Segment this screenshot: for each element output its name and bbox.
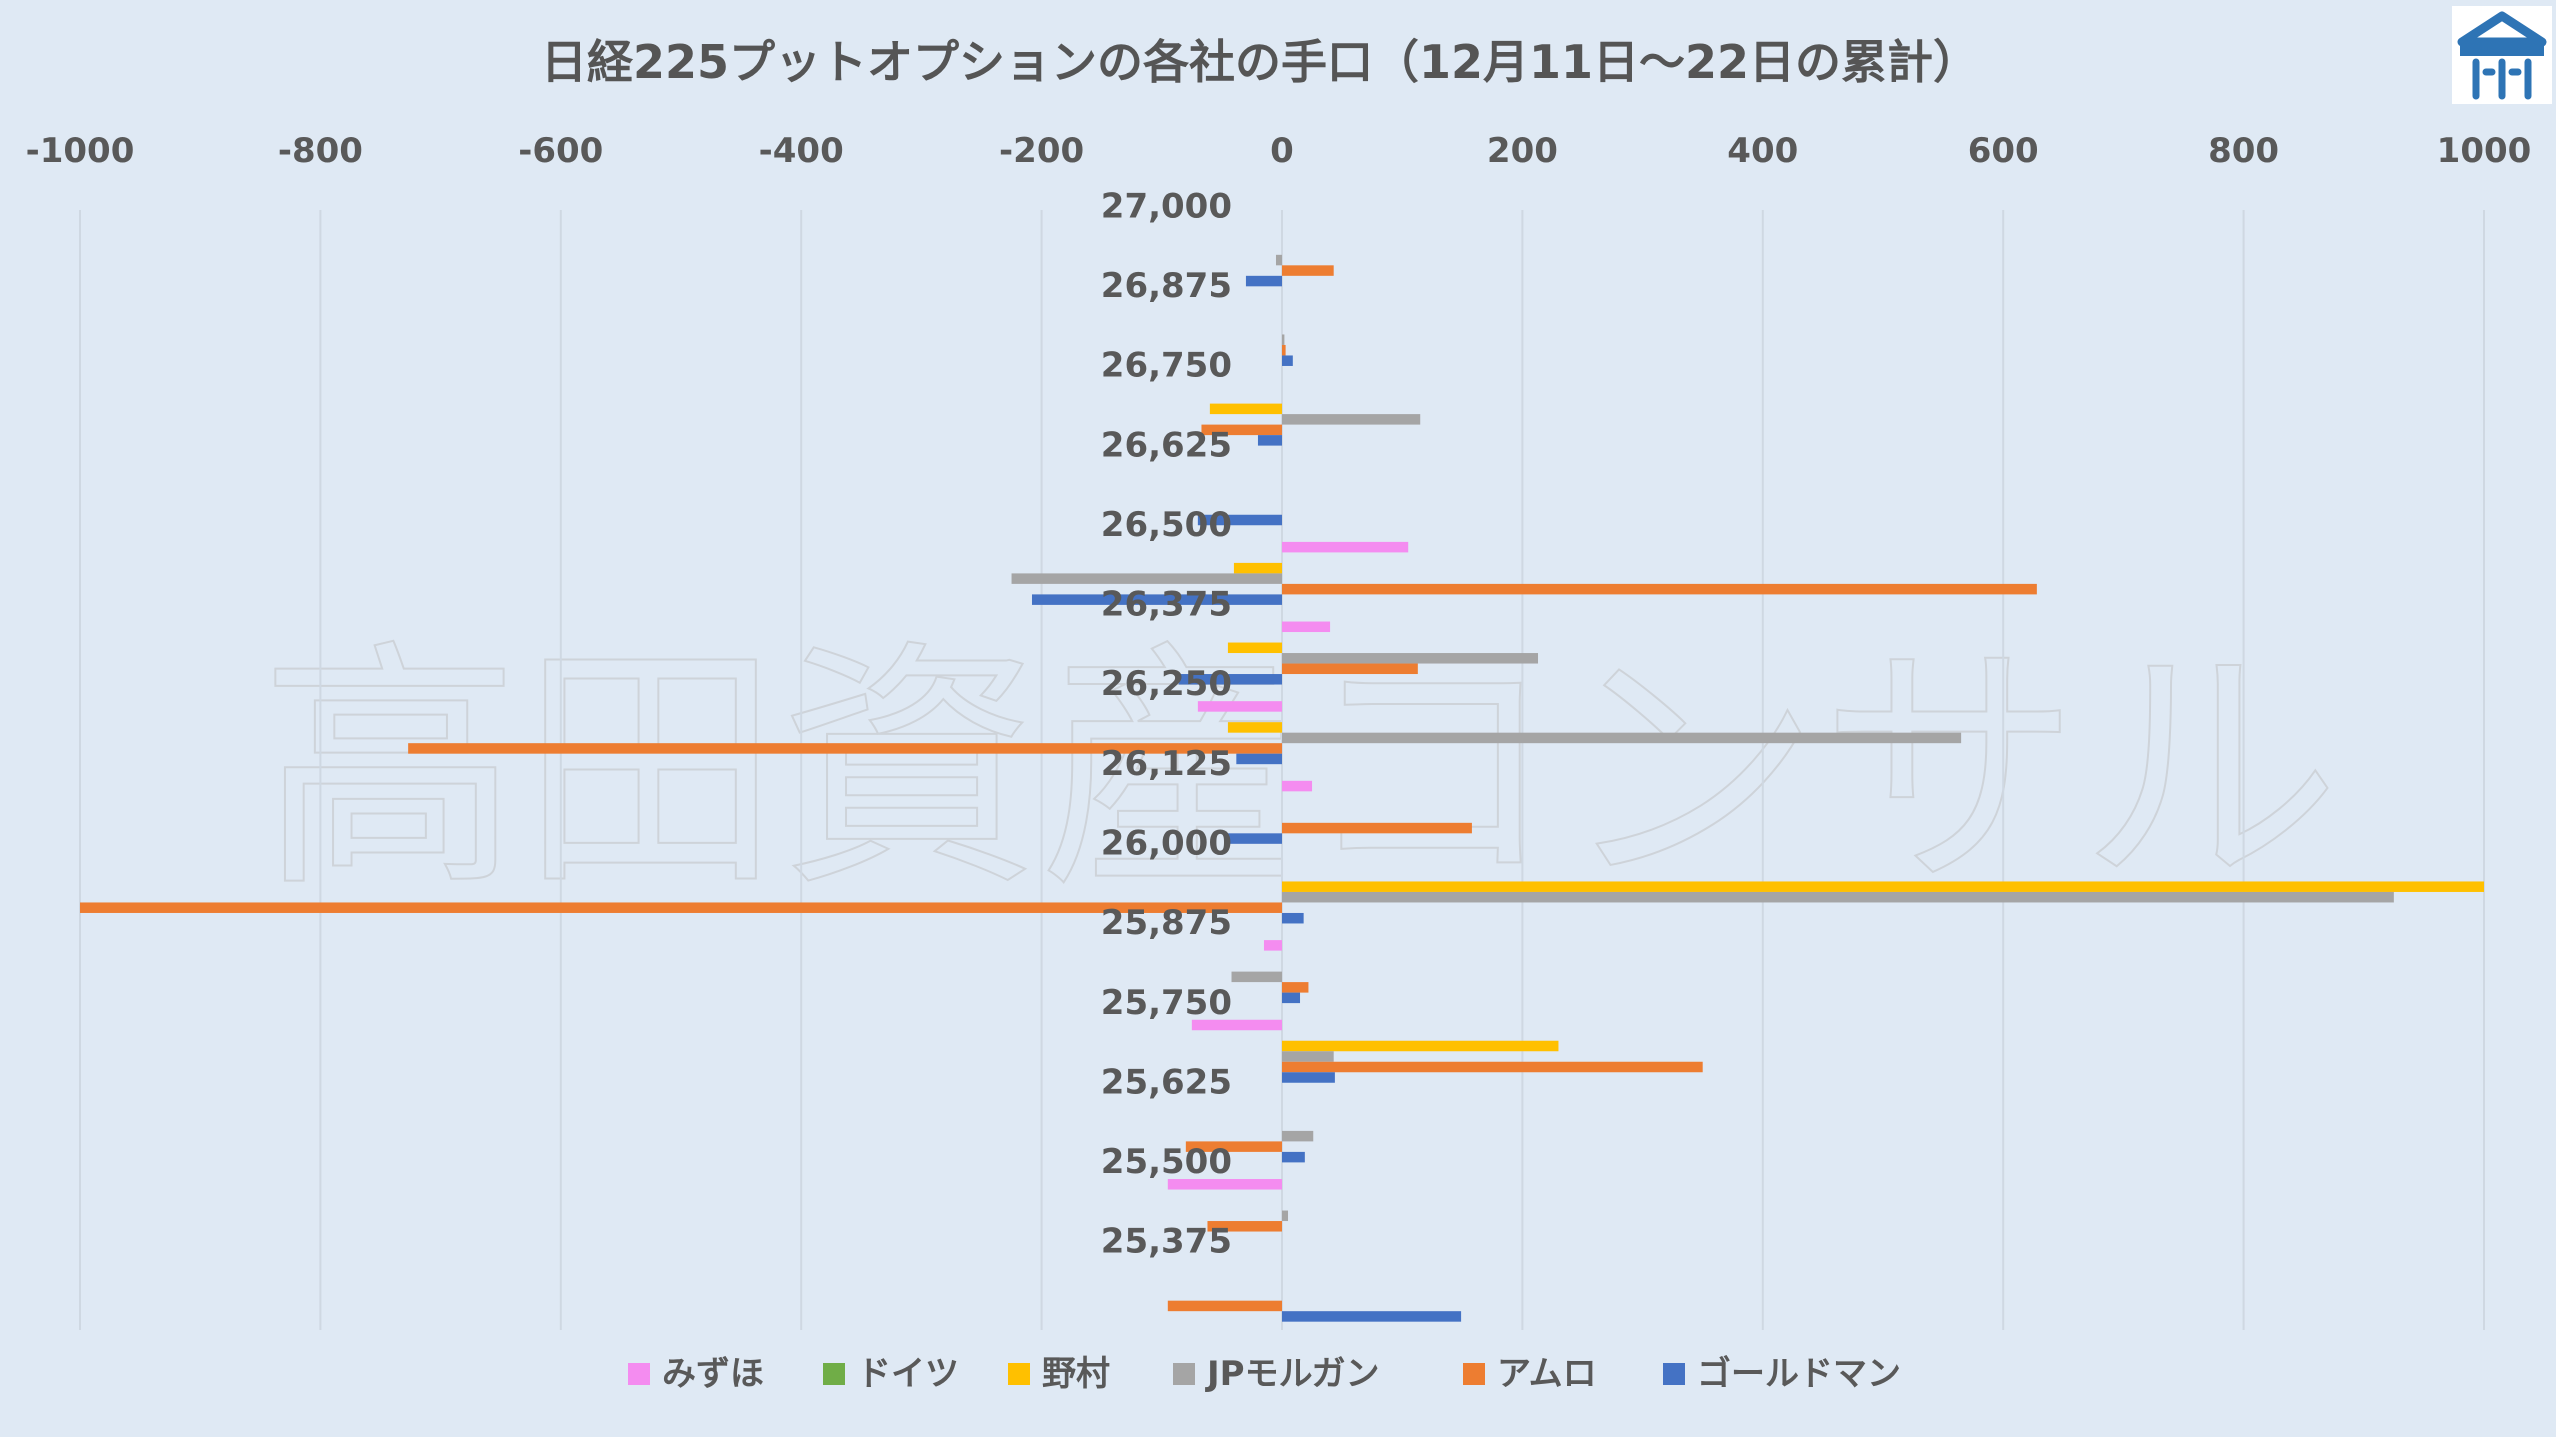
- logo-pillars-icon: [2472, 58, 2532, 100]
- category-label: 25,625: [1101, 1062, 1232, 1102]
- bar: [1282, 1051, 1334, 1062]
- bar: [1275, 254, 1282, 266]
- bar: [1282, 265, 1334, 276]
- legend-item: ゴールドマン: [1697, 1354, 1901, 1394]
- logo-band-icon: [2460, 46, 2544, 56]
- x-tick-label: -1000: [26, 131, 135, 171]
- bar: [1207, 1221, 1282, 1232]
- bar: [1185, 1141, 1282, 1152]
- bar: [1178, 674, 1282, 685]
- x-tick-label: 0: [1270, 131, 1294, 171]
- bar: [1227, 722, 1282, 733]
- bar: [1282, 912, 1304, 924]
- category-label: 27,000: [1101, 186, 1232, 226]
- legend-item: JPモルガン: [1205, 1354, 1380, 1394]
- bar: [1231, 971, 1282, 983]
- legend-swatch: [823, 1363, 845, 1385]
- bar: [1245, 275, 1282, 287]
- category-label: 26,750: [1101, 346, 1232, 386]
- category-label: 26,125: [1101, 744, 1232, 784]
- legend-swatch: [1463, 1363, 1485, 1385]
- x-tick-label: 400: [1727, 131, 1798, 171]
- legend-swatch: [1008, 1363, 1030, 1385]
- bar: [1282, 344, 1286, 356]
- x-tick-label: -200: [999, 131, 1084, 171]
- legend-item: アムロ: [1497, 1354, 1597, 1394]
- legend-swatch: [628, 1363, 650, 1385]
- legend: みずほ ドイツ 野村 JPモルガン アムロ ゴールドマン: [628, 1354, 1901, 1394]
- bar: [1282, 1061, 1703, 1073]
- bar: [1227, 642, 1282, 654]
- category-label: 25,750: [1101, 983, 1232, 1023]
- bar: [1282, 891, 2394, 903]
- bar: [1282, 583, 2037, 595]
- bar: [408, 743, 1282, 754]
- legend-item: 野村: [1042, 1354, 1110, 1394]
- bar: [1282, 663, 1418, 675]
- legend-swatch: [1173, 1363, 1195, 1385]
- bar: [1167, 1179, 1282, 1190]
- x-tick-label: -400: [759, 131, 844, 171]
- bar: [1011, 573, 1282, 584]
- chart-title: 日経225プットオプションの各社の手口（12月11日～22日の累計）: [541, 35, 1979, 89]
- bar: [1282, 414, 1421, 425]
- bar: [1282, 1311, 1462, 1322]
- bar: [1282, 541, 1409, 553]
- bar: [1031, 594, 1282, 605]
- bar: [1197, 514, 1282, 526]
- bar: [1201, 424, 1282, 436]
- bar: [1282, 1072, 1335, 1083]
- category-label: 26,875: [1101, 266, 1232, 306]
- bar: [1282, 1210, 1289, 1222]
- x-axis-ticks: -1000 -800 -600 -400 -200 0 200 400 600 800 1000: [26, 131, 2532, 171]
- bars: [80, 254, 2484, 1322]
- bar: [1282, 881, 2484, 892]
- x-tick-label: 1000: [2437, 131, 2532, 171]
- bar: [1282, 1151, 1305, 1163]
- category-label: 26,500: [1101, 505, 1232, 545]
- category-label: 26,625: [1101, 425, 1232, 465]
- bar: [1282, 355, 1293, 366]
- bar: [1167, 1300, 1282, 1312]
- category-label: 26,375: [1101, 585, 1232, 625]
- bar: [1282, 653, 1539, 664]
- x-tick-label: 800: [2208, 131, 2279, 171]
- bar: [1209, 403, 1282, 415]
- logo-roof-icon: [2457, 11, 2547, 47]
- bar: [1282, 822, 1472, 834]
- bar: [1282, 780, 1313, 792]
- bar: [1257, 435, 1282, 446]
- grid-lines: [79, 210, 2485, 1330]
- bar: [1226, 833, 1282, 844]
- category-label: 25,375: [1101, 1222, 1232, 1262]
- legend-swatch: [1663, 1363, 1685, 1385]
- bar: [80, 902, 1282, 913]
- bar: [1233, 562, 1282, 574]
- category-label: 26,000: [1101, 823, 1232, 863]
- legend-item: ドイツ: [857, 1354, 959, 1394]
- bar: [1236, 753, 1282, 765]
- category-label: 26,250: [1101, 664, 1232, 704]
- bar: [1282, 621, 1331, 633]
- bar: [1197, 701, 1282, 712]
- x-tick-label: 200: [1487, 131, 1558, 171]
- bar: [1282, 1040, 1559, 1052]
- bar: [1282, 982, 1309, 993]
- takada-logo: [2452, 6, 2552, 104]
- x-tick-label: -600: [518, 131, 603, 171]
- bar: [1282, 992, 1301, 1004]
- category-labels: 27,000 26,875 26,750 26,625 26,500 26,375 26,2…: [1101, 186, 1232, 1261]
- legend-item: みずほ: [662, 1354, 764, 1394]
- bar: [1263, 940, 1282, 951]
- bar: [1282, 334, 1285, 345]
- bar: [1282, 732, 1962, 744]
- x-tick-label: 600: [1968, 131, 2039, 171]
- category-label: 25,500: [1101, 1142, 1232, 1182]
- category-label: 25,875: [1101, 903, 1232, 943]
- x-tick-label: -800: [278, 131, 363, 171]
- bar: [1282, 1130, 1314, 1142]
- bar: [1191, 1019, 1282, 1031]
